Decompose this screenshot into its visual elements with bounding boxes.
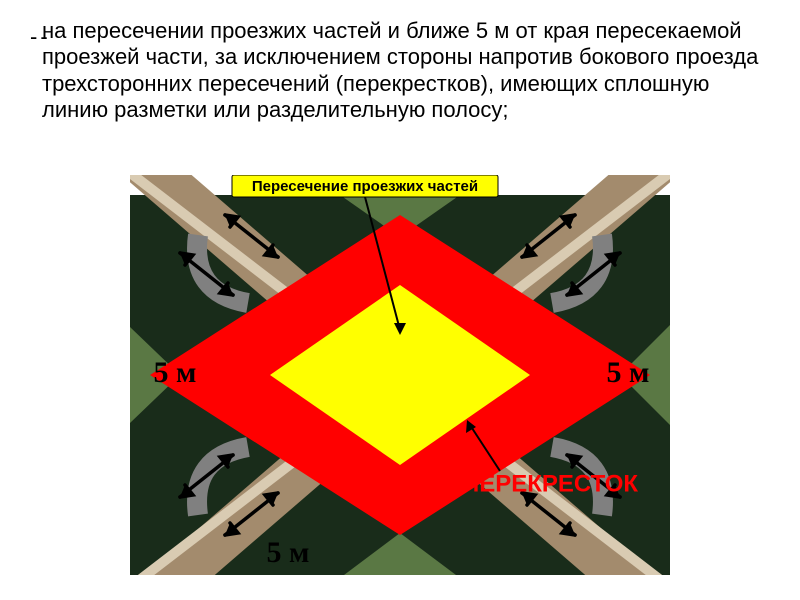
rule-text-content: на пересечении проезжих частей и ближе 5…: [42, 18, 758, 122]
bullet-dashes: --: [30, 24, 51, 50]
distance-label-bottom: 5 м: [267, 536, 310, 569]
rule-text: -- на пересечении проезжих частей и ближ…: [42, 18, 768, 124]
svg-text:ПЕРЕКРЕСТОК: ПЕРЕКРЕСТОК: [462, 470, 638, 497]
svg-text:Пересечение проезжих частей: Пересечение проезжих частей: [252, 178, 478, 195]
intersection-diagram: 5 м 5 м 5 м Пересечение проезжих частей …: [130, 175, 670, 575]
distance-label-right: 5 м: [607, 356, 650, 389]
distance-label-left: 5 м: [154, 356, 197, 389]
